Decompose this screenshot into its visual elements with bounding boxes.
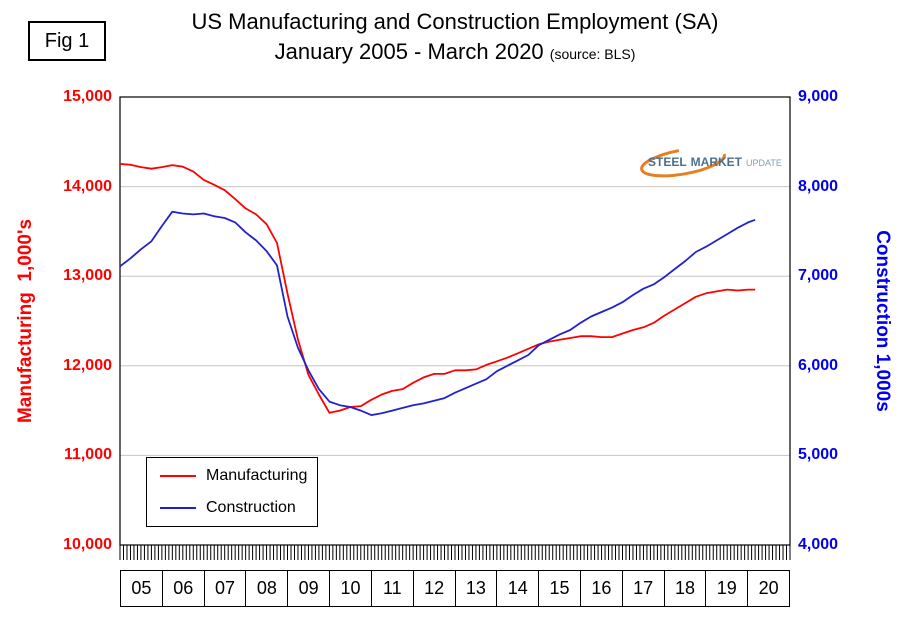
year-label: 14 (497, 571, 540, 606)
right-axis-tick: 6,000 (798, 356, 839, 374)
month-tick-marks (119, 545, 791, 560)
chart-subtitle-range: January 2005 - March 2020 (274, 39, 544, 64)
left-axis-tick: 14,000 (63, 177, 112, 195)
year-label: 09 (288, 571, 331, 606)
logo-word-update: UPDATE (746, 158, 782, 168)
year-label: 13 (456, 571, 498, 606)
year-label: 12 (414, 571, 456, 606)
logo-text: STEEL MARKET UPDATE (648, 155, 782, 169)
year-label: 15 (539, 571, 581, 606)
year-label: 19 (706, 571, 749, 606)
right-axis-tick: 8,000 (798, 177, 839, 195)
chart-legend: Manufacturing Construction (146, 457, 318, 527)
year-label: 20 (758, 578, 779, 598)
year-label: 08 (246, 571, 289, 606)
year-label: 18 (665, 571, 707, 606)
right-axis-title: Construction 1,000s (872, 230, 893, 412)
series-line-construction (119, 210, 756, 417)
right-axis-tick: 9,000 (798, 88, 839, 105)
left-axis-tick: 10,000 (63, 536, 112, 553)
year-label: 10 (330, 571, 372, 606)
year-label: 11 (372, 571, 414, 606)
year-label: 05 (121, 571, 163, 606)
steel-market-update-logo: STEEL MARKET UPDATE (640, 146, 782, 178)
year-label: 17 (623, 571, 665, 606)
legend-label: Construction (206, 499, 296, 516)
figure-number-label: Fig 1 (44, 29, 90, 52)
x-axis-year-labels: 05 06 07 08 09 10 11 12 13 14 15 16 17 18 19 20 (120, 570, 790, 607)
year-label: 07 (205, 571, 247, 606)
left-axis-tick: 11,000 (63, 446, 112, 464)
right-axis-tick: 5,000 (798, 446, 839, 464)
right-axis-tick: 4,000 (798, 536, 839, 553)
logo-word-steel: STEEL (648, 155, 687, 169)
left-axis-title: Manufacturing 1,000's (15, 218, 36, 424)
year-label: 06 (163, 571, 205, 606)
logo-word-market: MARKET (691, 155, 743, 169)
logo-swoosh-icon (640, 146, 726, 178)
chart-subtitle: January 2005 - March 2020 (source: BLS) (0, 39, 910, 65)
series-line-manufacturing (119, 163, 756, 414)
legend-entry: Construction (147, 492, 317, 524)
left-axis-tick: 13,000 (63, 267, 112, 285)
year-label: 16 (581, 571, 623, 606)
legend-line-sample (160, 475, 196, 477)
figure-number-box: Fig 1 (28, 21, 106, 61)
legend-line-sample (160, 507, 196, 509)
legend-entry: Manufacturing (147, 460, 317, 492)
right-axis-tick: 7,000 (798, 267, 839, 285)
chart-source: (source: BLS) (549, 46, 636, 62)
chart-title: US Manufacturing and Construction Employ… (191, 9, 719, 34)
legend-label: Manufacturing (206, 467, 308, 484)
left-axis-tick: 12,000 (63, 356, 112, 374)
left-axis-tick: 15,000 (63, 88, 112, 105)
